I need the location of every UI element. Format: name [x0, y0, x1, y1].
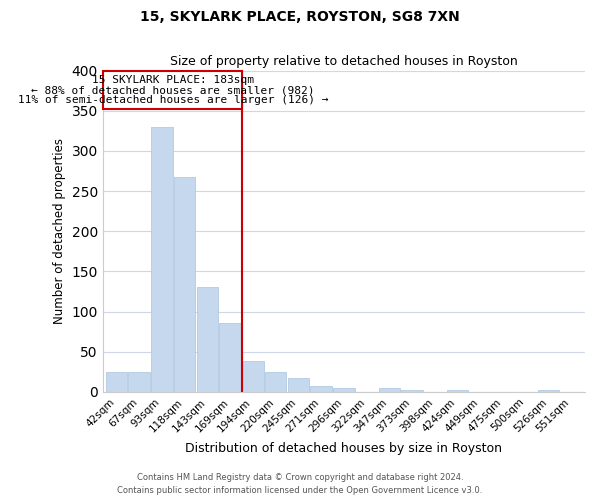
- Text: 11% of semi-detached houses are larger (126) →: 11% of semi-detached houses are larger (…: [17, 94, 328, 104]
- Bar: [287, 378, 309, 392]
- Bar: [151, 127, 173, 392]
- Bar: [106, 372, 127, 392]
- Bar: [447, 390, 469, 392]
- Y-axis label: Number of detached properties: Number of detached properties: [53, 138, 66, 324]
- Bar: [401, 390, 423, 392]
- Bar: [197, 286, 218, 392]
- Bar: [333, 388, 355, 392]
- Title: Size of property relative to detached houses in Royston: Size of property relative to detached ho…: [170, 55, 518, 68]
- Bar: [242, 362, 263, 392]
- Bar: [538, 390, 559, 392]
- Text: 15, SKYLARK PLACE, ROYSTON, SG8 7XN: 15, SKYLARK PLACE, ROYSTON, SG8 7XN: [140, 10, 460, 24]
- Bar: [265, 372, 286, 392]
- Bar: [128, 372, 150, 392]
- Bar: [174, 178, 196, 392]
- Bar: [220, 323, 241, 392]
- Text: Contains HM Land Registry data © Crown copyright and database right 2024.
Contai: Contains HM Land Registry data © Crown c…: [118, 474, 482, 495]
- Text: 15 SKYLARK PLACE: 183sqm: 15 SKYLARK PLACE: 183sqm: [92, 76, 254, 86]
- Bar: [103, 70, 242, 109]
- Bar: [310, 386, 332, 392]
- X-axis label: Distribution of detached houses by size in Royston: Distribution of detached houses by size …: [185, 442, 502, 455]
- Text: ← 88% of detached houses are smaller (982): ← 88% of detached houses are smaller (98…: [31, 85, 314, 95]
- Bar: [379, 388, 400, 392]
